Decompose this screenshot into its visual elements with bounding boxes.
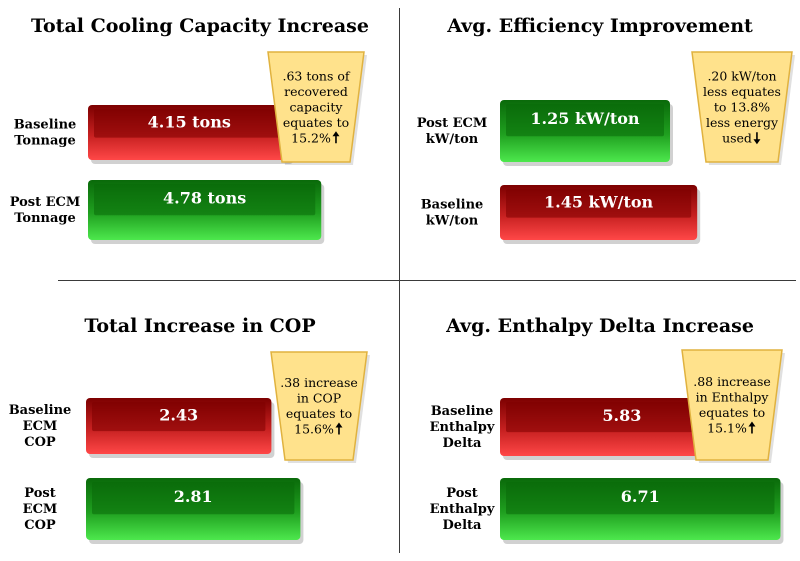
bar-value-label: 2.43 [159, 406, 198, 425]
annotation-line: used [722, 130, 752, 145]
annotation-line: equates to [286, 406, 352, 421]
cop-panel: Total Increase in COP 2.43 Baseline ECM COP 2… [0, 280, 400, 560]
annotation-line: .20 kW/ton [707, 68, 776, 83]
chart-title: Avg. Efficiency Improvement [446, 15, 753, 37]
bar-baseline: 2.43 [86, 398, 275, 458]
chart-svg: Total Increase in COP 2.43 Baseline ECM COP 2… [9, 315, 370, 544]
annotation-line: .38 increase [280, 375, 358, 390]
chart-svg: Avg. Efficiency Improvement 1.25 kW/ton Po… [417, 15, 795, 244]
arrow-up-icon [748, 421, 756, 434]
annotation-line: less energy [706, 115, 779, 130]
bar-value-label: 2.81 [174, 487, 213, 506]
bar-value-label: 1.25 kW/ton [530, 109, 640, 128]
bar-post: 6.71 [500, 478, 784, 544]
annotation-line: 15.1% [707, 421, 747, 436]
bar-baseline: 1.45 kW/ton [500, 185, 701, 244]
bar-face [92, 482, 295, 515]
bar-baseline: 4.15 tons [88, 105, 294, 164]
chart-svg: Avg. Enthalpy Delta Increase 5.83 Baseline… [430, 315, 785, 544]
category-label: Baseline ECM COP [9, 403, 72, 450]
annotation-line: capacity [290, 99, 344, 114]
category-label: Post ECM COP [23, 486, 58, 533]
category-label: Baseline kW/ton [421, 198, 484, 229]
annotation-line: equates to [283, 115, 349, 130]
bar-post: 4.78 tons [88, 180, 325, 244]
annotation-line: in Enthalpy [696, 390, 770, 405]
chart-title: Total Increase in COP [84, 315, 315, 337]
bar-face [506, 482, 775, 515]
annotation-line: 15.2% [291, 130, 331, 145]
annotation-line: 15.6% [294, 422, 334, 437]
category-label: Baseline Enthalpy Delta [430, 404, 495, 451]
annotation-line: in COP [297, 391, 341, 406]
bar-post: 2.81 [86, 478, 304, 544]
bar-face [506, 189, 692, 218]
annotation-line: equates to [699, 405, 765, 420]
category-label: Post ECM Tonnage [10, 195, 81, 226]
bar-post: 1.25 kW/ton [500, 100, 673, 166]
enthalpy-panel: Avg. Enthalpy Delta Increase 5.83 Baseline… [400, 280, 800, 560]
arrow-down-icon [753, 132, 761, 145]
chart-title: Avg. Enthalpy Delta Increase [445, 315, 754, 337]
bar-value-label: 4.15 tons [148, 112, 231, 131]
chart-svg: Total Cooling Capacity Increase 4.15 tons… [10, 15, 369, 244]
bar-value-label: 4.78 tons [163, 189, 246, 208]
efficiency-panel: Avg. Efficiency Improvement 1.25 kW/ton Po… [400, 0, 800, 280]
horizontal-divider [58, 280, 796, 281]
bar-face [506, 104, 664, 137]
bar-face [94, 184, 316, 216]
bar-value-label: 5.83 [602, 406, 641, 425]
bar-face [506, 402, 738, 433]
bar-baseline: 5.83 [500, 398, 747, 460]
category-label: Post ECM kW/ton [417, 116, 488, 147]
category-label: Post Enthalpy Delta [430, 486, 495, 533]
cooling-capacity-panel: Total Cooling Capacity Increase 4.15 tons… [0, 0, 400, 280]
arrow-up-icon [335, 422, 343, 435]
bar-face [92, 402, 266, 432]
annotation-line: .88 increase [693, 374, 771, 389]
annotation-line: .63 tons of [283, 68, 351, 83]
bar-value-label: 6.71 [621, 487, 660, 506]
annotation-line: to 13.8% [714, 99, 770, 114]
chart-title: Total Cooling Capacity Increase [31, 15, 369, 37]
annotation-line: recovered [284, 84, 348, 99]
category-label: Baseline Tonnage [14, 118, 77, 149]
annotation-line: less equates [703, 84, 781, 99]
arrow-up-icon [332, 131, 340, 144]
bar-value-label: 1.45 kW/ton [544, 192, 654, 211]
bar-face [94, 109, 285, 138]
